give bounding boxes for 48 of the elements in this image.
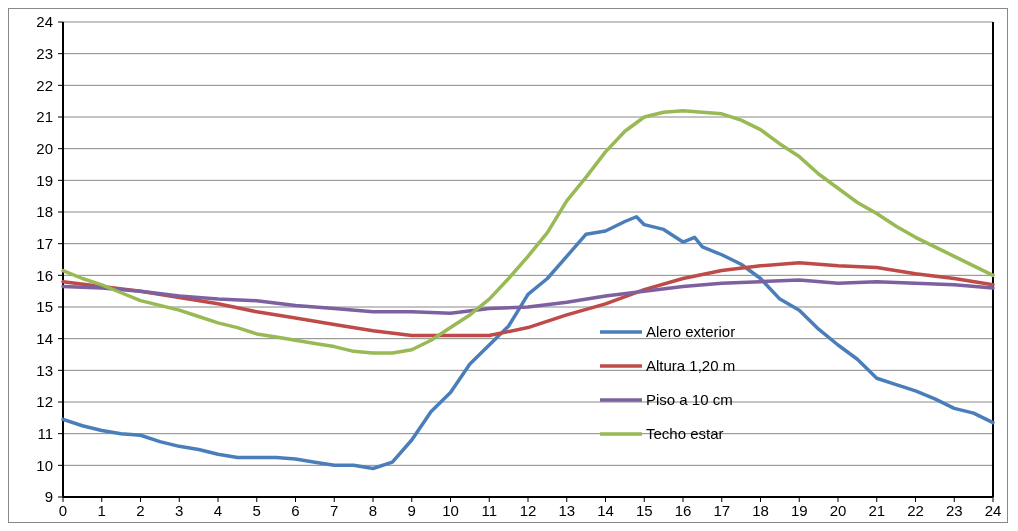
x-tick-label: 16 [674, 502, 692, 519]
x-tick-label: 11 [481, 502, 498, 519]
x-tick-label: 5 [252, 502, 261, 519]
x-tick-label: 17 [713, 502, 731, 519]
x-tick-label: 14 [597, 502, 614, 519]
x-tick-label: 0 [58, 502, 68, 519]
y-tick-label: 11 [37, 424, 53, 442]
y-tick-label: 13 [36, 361, 53, 379]
y-tick-label: 23 [36, 44, 53, 62]
x-tick-label: 22 [907, 502, 924, 519]
x-tick-label: 6 [291, 502, 300, 519]
x-tick-label: 18 [752, 502, 769, 519]
x-tick-label: 8 [368, 502, 378, 519]
x-tick-label: 10 [442, 502, 459, 519]
y-tick-label: 14 [36, 329, 53, 347]
line-series [61, 278, 995, 316]
x-tick-label: 2 [136, 502, 145, 519]
legend-label: Techo estar [646, 425, 724, 443]
y-tick-label: 9 [44, 488, 53, 506]
x-tick-label: 23 [945, 502, 963, 519]
y-tick-label: 19 [36, 171, 53, 189]
x-tick-label: 13 [558, 502, 576, 519]
y-tick-label: 17 [36, 234, 53, 252]
x-tick-label: 24 [984, 502, 1002, 519]
x-tick-label: 21 [868, 502, 886, 519]
y-tick-label: 10 [36, 456, 53, 474]
y-tick-label: 20 [36, 139, 53, 157]
x-tick-label: 7 [330, 502, 339, 519]
y-tick-label: 12 [36, 393, 53, 411]
x-tick-label: 9 [407, 502, 416, 519]
x-tick-label: 15 [635, 502, 653, 519]
x-tick-label: 19 [790, 502, 808, 519]
x-tick-label: 12 [519, 502, 537, 519]
y-tick-label: 21 [36, 108, 53, 126]
x-tick-label: 3 [175, 502, 184, 519]
y-tick-label: 22 [36, 76, 53, 94]
line-series [61, 215, 995, 471]
legend-label: Piso a 10 cm [646, 391, 733, 409]
x-tick-label: 1 [97, 502, 106, 519]
y-tick-label: 24 [36, 13, 53, 31]
legend-label: Altura 1,20 m [646, 357, 736, 375]
legend-label: Alero exterior [646, 323, 736, 341]
y-tick-label: 15 [36, 298, 53, 316]
line-series [61, 108, 995, 355]
x-tick-label: 4 [213, 502, 223, 519]
y-tick-label: 18 [36, 203, 53, 221]
y-tick-label: 16 [36, 266, 53, 284]
x-tick-label: 20 [829, 502, 847, 519]
